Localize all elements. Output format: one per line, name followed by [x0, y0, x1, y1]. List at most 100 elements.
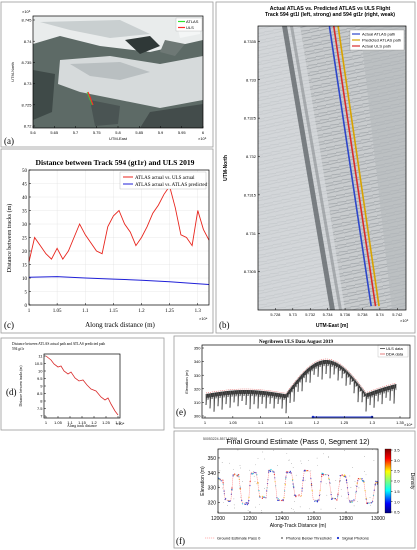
background-photon: [261, 511, 263, 513]
panel-c-y-tick-label: 25: [22, 237, 28, 242]
panel-d-x-tick-label: 1.15: [78, 420, 87, 425]
signal-photon: [232, 475, 234, 477]
panel-b-y-label: UTM-North: [223, 155, 229, 181]
panel-a-x-tick-label: 5.65: [50, 130, 59, 135]
panel-c-x-label: Along track distance (m): [85, 321, 155, 329]
background-photon: [247, 510, 249, 512]
signal-photon: [311, 490, 313, 492]
panel-e-y-tick-label: 350: [194, 346, 201, 351]
signal-photon: [351, 501, 353, 503]
panel-d-y-tick-label: 8.5: [37, 391, 43, 396]
background-photon: [234, 507, 235, 509]
panel-a-y-tick-label: 8.72: [24, 124, 33, 129]
panel-c-x-tick-label: 1.25: [165, 309, 174, 314]
panel-a-x-tick-label: 5.75: [93, 130, 102, 135]
panel-c-grid: [28, 169, 209, 306]
panel-a-label: (a): [4, 136, 14, 146]
panel-a-y-ticks: 8.745 8.74 8.735 8.73 8.725 8.72: [21, 18, 35, 129]
background-photon: [219, 470, 221, 472]
background-photon: [325, 483, 327, 485]
panel-d-x-tick-label: 1.05: [54, 420, 63, 425]
panel-f-y-tick-label: 340: [208, 471, 217, 477]
panel-c-series-0-line: [28, 185, 210, 262]
panel-f-y-tick-label: 350: [208, 456, 217, 462]
background-photon: [301, 462, 302, 464]
background-photon: [328, 457, 329, 458]
panel-e-frame: [173, 335, 416, 429]
panel-a-y-tick-label: 8.735: [21, 60, 32, 65]
panel-b-x-tick-label: 5.738: [357, 312, 368, 317]
background-photon: [259, 503, 260, 505]
signal-photon: [353, 499, 355, 501]
panel-b-x-label: UTM-East [m]: [316, 323, 349, 329]
signal-photon: [266, 490, 268, 492]
panel-f-y-tick-label: 330: [208, 486, 217, 492]
colorbar-tick-label: 1.5: [394, 489, 400, 494]
background-photon: [264, 458, 266, 460]
signal-photon: [341, 474, 343, 476]
signal-photon: [321, 475, 323, 477]
panel-b-x-ticks: 5.728 5.73 5.732 5.734 5.736 5.738 5.74 5.742: [270, 308, 403, 317]
signal-photon: [318, 499, 320, 501]
background-photon: [273, 449, 275, 451]
signal-photon: [336, 499, 338, 501]
panel-e-y-label: Elevation (m): [184, 370, 189, 394]
panel-c-y-tick-label: 35: [22, 210, 28, 215]
panel-e-x-tick-label: 1.15: [285, 420, 294, 425]
colorbar-tick-label: 0.5: [394, 510, 400, 515]
background-photon: [370, 504, 371, 506]
panel-a-y-exponent: ×10⁶: [22, 9, 31, 14]
panel-e-x-ticks: 1 1.05 1.1 1.15 1.2 1.25 1.3 1.35: [204, 416, 405, 425]
background-photon: [288, 459, 290, 461]
panel-f-y-tick-label: 320: [208, 501, 217, 507]
panel-e-x-tick-label: 1.25: [340, 420, 349, 425]
background-photon: [299, 506, 301, 508]
panel-e-y-tick-label: 320: [194, 386, 201, 391]
background-photon: [340, 480, 342, 481]
panel-d-y-tick-label: 11: [38, 354, 43, 359]
panel-c-y-tick-label: 15: [22, 264, 28, 269]
signal-photon: [339, 475, 341, 477]
panel-c-title: Distance between Track 594 (gt1r) and UL…: [36, 158, 195, 167]
background-photon: [294, 501, 295, 502]
signal-photon: [314, 500, 316, 502]
background-photon: [320, 508, 322, 510]
panel-c-series: [28, 185, 210, 285]
panel-b-x-tick-label: 5.73: [289, 312, 298, 317]
signal-photon: [366, 502, 368, 504]
background-photon: [300, 460, 302, 462]
signal-photon: [220, 480, 222, 482]
signal-photon: [277, 499, 279, 501]
background-photon: [221, 462, 223, 463]
signal-photon: [290, 472, 292, 474]
background-photon: [320, 493, 322, 495]
panel-c-legend-label-1: ATLAS actual vs. ATLAS predicted: [135, 183, 208, 188]
signal-photon: [246, 504, 248, 506]
background-photon: [357, 501, 358, 503]
legend-photons-below: Photons Below Threshold: [286, 536, 332, 541]
panel-e-y-tick-label: 300: [194, 414, 201, 419]
background-photon: [304, 479, 306, 481]
signal-photon: [375, 480, 377, 482]
panel-c-y-tick-label: 30: [22, 223, 28, 228]
signal-photon: [230, 493, 232, 495]
panel-e-x-tick-label: 1.2: [314, 420, 320, 425]
panel-c-y-tick-label: 0: [25, 304, 28, 309]
panel-e-uls-profile: [205, 359, 397, 414]
signal-photon: [247, 502, 249, 504]
panel-d-label: (d): [6, 387, 17, 397]
panel-b-x-exponent: ×10⁵: [400, 318, 409, 323]
panel-a-x-tick-label: 6: [202, 130, 205, 135]
signal-photon: [225, 498, 227, 500]
panel-c-x-tick-label: 1.3: [195, 309, 202, 314]
panel-e-dda-points: [205, 358, 397, 394]
background-photon: [350, 487, 352, 488]
panel-d-x-tick-label: 1.1: [67, 420, 73, 425]
panel-b-title: Actual ATLAS vs. Predicted ATLAS vs ULS …: [265, 6, 395, 18]
background-photon: [346, 497, 348, 499]
background-photon: [291, 508, 292, 509]
panel-b-axes: [257, 25, 407, 311]
background-photon: [344, 450, 346, 451]
panel-f-x-tick-label: 13000: [371, 516, 385, 522]
panel-a-x-tick-label: 5.8: [115, 130, 121, 135]
